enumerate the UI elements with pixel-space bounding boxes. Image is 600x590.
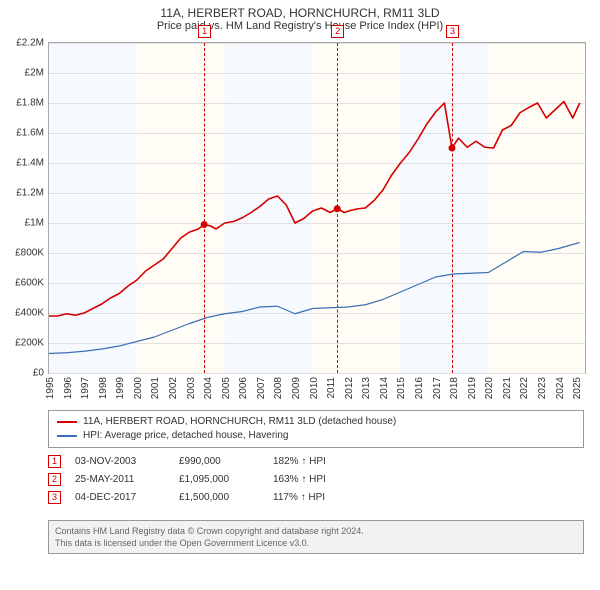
x-tick-label: 2018 <box>449 377 460 399</box>
transaction-row: 2 25-MAY-2011 £1,095,000 163% ↑ HPI <box>48 470 363 488</box>
chart-subtitle: Price paid vs. HM Land Registry's House … <box>0 20 600 36</box>
x-tick-label: 2011 <box>326 377 337 399</box>
credit-line-2: This data is licensed under the Open Gov… <box>55 537 577 549</box>
x-tick-label: 1996 <box>63 377 74 399</box>
x-tick-label: 1998 <box>98 377 109 399</box>
x-tick-label: 2024 <box>555 377 566 399</box>
legend: 11A, HERBERT ROAD, HORNCHURCH, RM11 3LD … <box>48 410 584 448</box>
transaction-price: £1,500,000 <box>179 492 259 503</box>
y-tick-label: £1M <box>25 218 44 229</box>
y-tick-label: £200K <box>15 338 44 349</box>
gridline <box>49 373 585 374</box>
transaction-index: 3 <box>48 491 61 504</box>
chart-plot-area: £0£200K£400K£600K£800K£1M£1.2M£1.4M£1.6M… <box>48 42 586 374</box>
x-tick-label: 2021 <box>502 377 513 399</box>
transaction-date: 04-DEC-2017 <box>75 492 165 503</box>
x-tick-label: 2020 <box>484 377 495 399</box>
y-tick-label: £1.2M <box>16 188 44 199</box>
transaction-hpi: 117% ↑ HPI <box>273 492 363 503</box>
transaction-dot <box>201 221 208 228</box>
chart-title: 11A, HERBERT ROAD, HORNCHURCH, RM11 3LD <box>0 0 600 20</box>
x-tick-label: 2017 <box>432 377 443 399</box>
x-tick-label: 2016 <box>414 377 425 399</box>
transaction-hpi: 182% ↑ HPI <box>273 456 363 467</box>
chart-container: 11A, HERBERT ROAD, HORNCHURCH, RM11 3LD … <box>0 0 600 590</box>
x-tick-label: 2009 <box>291 377 302 399</box>
x-tick-label: 2014 <box>379 377 390 399</box>
x-tick-label: 2015 <box>396 377 407 399</box>
legend-swatch <box>57 435 77 437</box>
transaction-marker-box: 2 <box>331 25 344 38</box>
y-tick-label: £800K <box>15 248 44 259</box>
x-tick-label: 2019 <box>467 377 478 399</box>
transaction-hpi: 163% ↑ HPI <box>273 474 363 485</box>
x-tick-label: 2003 <box>186 377 197 399</box>
series-line <box>49 243 580 354</box>
x-tick-label: 1999 <box>115 377 126 399</box>
transaction-marker-box: 1 <box>198 25 211 38</box>
transactions-table: 1 03-NOV-2003 £990,000 182% ↑ HPI 2 25-MAY-20… <box>48 452 363 506</box>
legend-label: HPI: Average price, detached house, Have… <box>83 429 289 443</box>
x-tick-label: 1997 <box>80 377 91 399</box>
y-tick-label: £2.2M <box>16 38 44 49</box>
x-tick-label: 2001 <box>150 377 161 399</box>
x-tick-label: 2007 <box>256 377 267 399</box>
x-tick-label: 2023 <box>537 377 548 399</box>
transaction-date: 25-MAY-2011 <box>75 474 165 485</box>
credit-line-1: Contains HM Land Registry data © Crown c… <box>55 525 577 537</box>
transaction-price: £990,000 <box>179 456 259 467</box>
x-tick-label: 2000 <box>133 377 144 399</box>
x-tick-label: 2005 <box>221 377 232 399</box>
transaction-row: 1 03-NOV-2003 £990,000 182% ↑ HPI <box>48 452 363 470</box>
legend-row-property: 11A, HERBERT ROAD, HORNCHURCH, RM11 3LD … <box>57 415 575 429</box>
transaction-index: 1 <box>48 455 61 468</box>
y-tick-label: £1.6M <box>16 128 44 139</box>
y-tick-label: £1.4M <box>16 158 44 169</box>
transaction-dot <box>448 145 455 152</box>
transaction-price: £1,095,000 <box>179 474 259 485</box>
credit-footer: Contains HM Land Registry data © Crown c… <box>48 520 584 554</box>
y-tick-label: £400K <box>15 308 44 319</box>
transaction-dot <box>334 205 341 212</box>
transaction-marker-box: 3 <box>446 25 459 38</box>
x-tick-label: 2004 <box>203 377 214 399</box>
transaction-row: 3 04-DEC-2017 £1,500,000 117% ↑ HPI <box>48 488 363 506</box>
chart-svg <box>49 43 585 373</box>
legend-label: 11A, HERBERT ROAD, HORNCHURCH, RM11 3LD … <box>83 415 396 429</box>
x-tick-label: 2022 <box>519 377 530 399</box>
y-tick-label: £600K <box>15 278 44 289</box>
legend-swatch <box>57 421 77 423</box>
legend-row-hpi: HPI: Average price, detached house, Have… <box>57 429 575 443</box>
x-tick-label: 2012 <box>344 377 355 399</box>
x-tick-label: 2013 <box>361 377 372 399</box>
x-tick-label: 2025 <box>572 377 583 399</box>
transaction-index: 2 <box>48 473 61 486</box>
transaction-date: 03-NOV-2003 <box>75 456 165 467</box>
y-tick-label: £1.8M <box>16 98 44 109</box>
x-tick-label: 2008 <box>273 377 284 399</box>
y-tick-label: £0 <box>33 368 44 379</box>
x-tick-label: 2002 <box>168 377 179 399</box>
series-line <box>49 102 580 317</box>
x-tick-label: 2010 <box>309 377 320 399</box>
x-tick-label: 1995 <box>45 377 56 399</box>
x-tick-label: 2006 <box>238 377 249 399</box>
y-tick-label: £2M <box>25 68 44 79</box>
